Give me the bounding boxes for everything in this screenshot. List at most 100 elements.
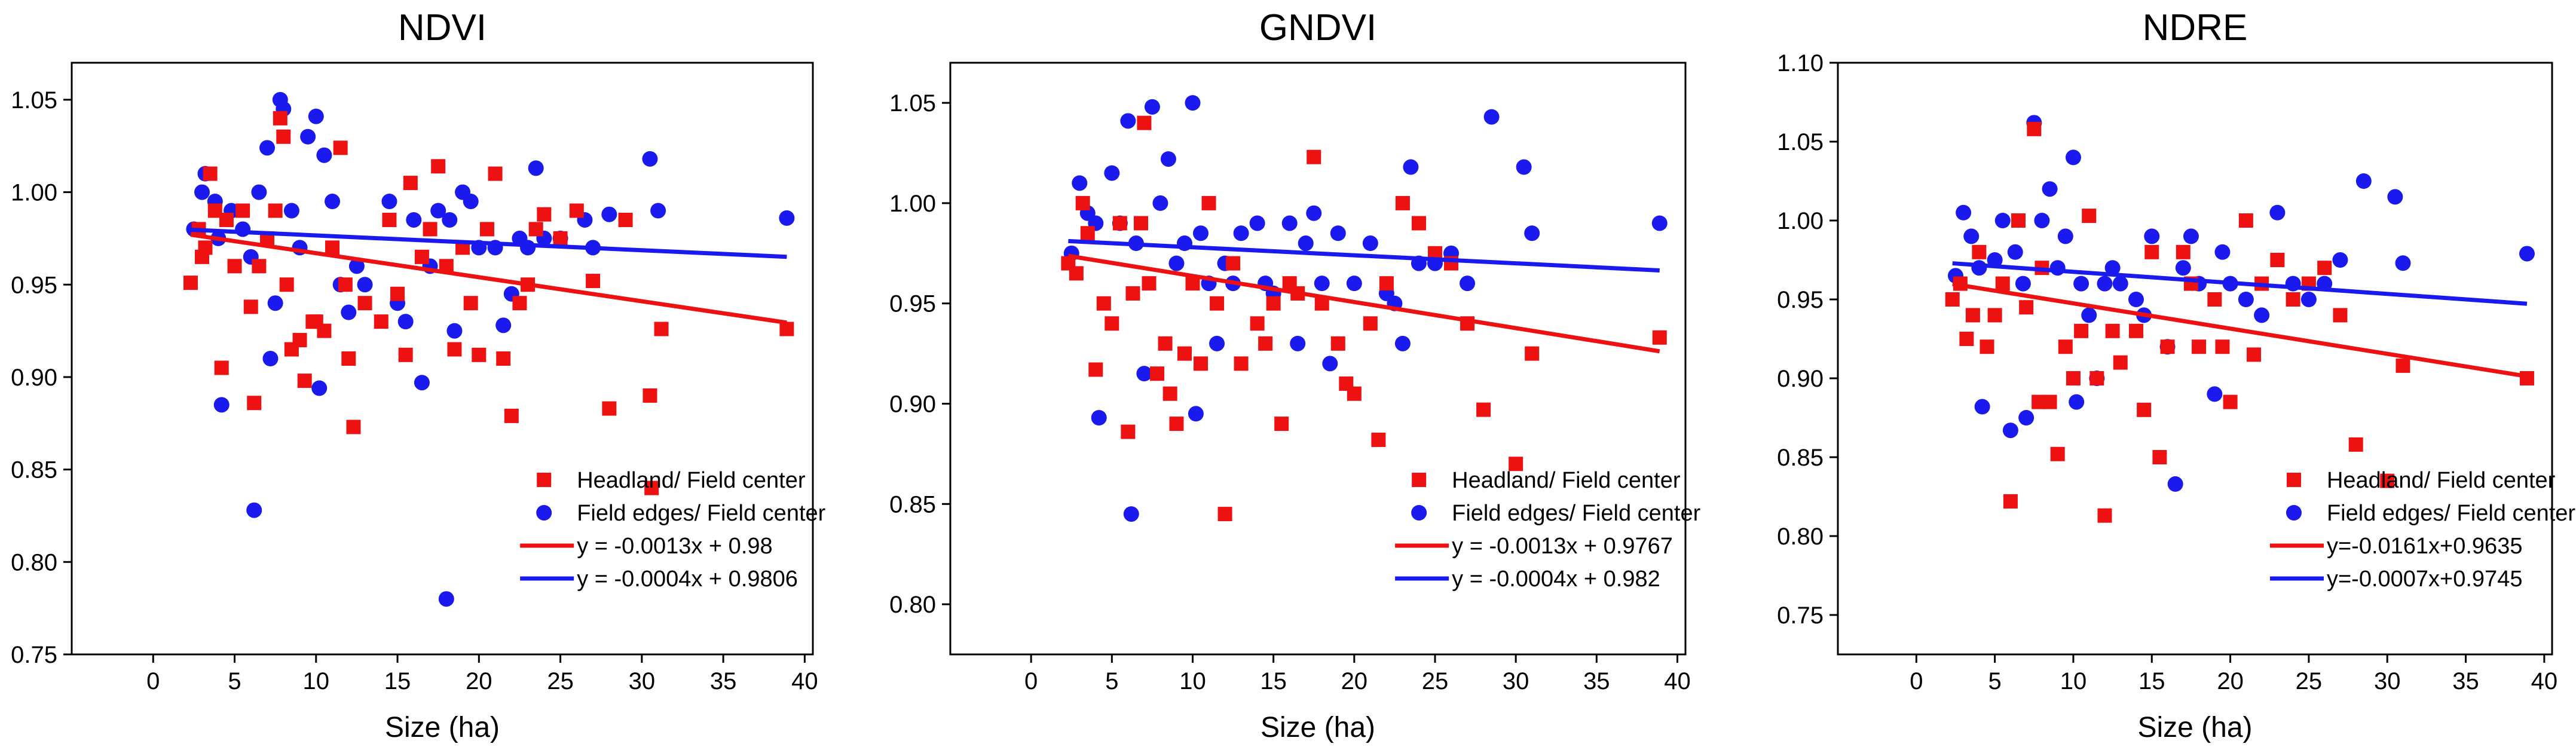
headland-point bbox=[1980, 339, 1994, 354]
x-tick-label: 25 bbox=[2296, 668, 2323, 694]
headland-point bbox=[2097, 508, 2112, 523]
headland-point bbox=[2380, 473, 2395, 488]
edges-point bbox=[2207, 386, 2223, 402]
headland-point bbox=[214, 360, 229, 375]
headland-point bbox=[1142, 276, 1157, 291]
x-tick-label: 5 bbox=[1988, 668, 2002, 694]
edges-point bbox=[381, 194, 397, 210]
headland-point bbox=[414, 249, 429, 264]
headland-point bbox=[1150, 366, 1165, 381]
headland-point bbox=[382, 212, 397, 227]
headland-point bbox=[2003, 494, 2018, 509]
legend-edges-marker bbox=[1411, 504, 1427, 521]
y-tick-label: 1.05 bbox=[889, 90, 936, 117]
edges-point bbox=[1394, 335, 1411, 351]
legend: Headland/ Field center Field edges/ Field… bbox=[520, 468, 826, 592]
edges-point bbox=[1249, 215, 1265, 231]
headland-point bbox=[346, 420, 361, 434]
x-tick-label: 20 bbox=[2217, 668, 2244, 694]
edges-point bbox=[1322, 356, 1338, 372]
edges-point bbox=[601, 206, 617, 222]
edges-point bbox=[520, 240, 536, 256]
x-tick-label: 25 bbox=[1422, 668, 1449, 694]
x-tick-label: 20 bbox=[466, 668, 492, 694]
legend-edges-fit-label: y = -0.0004x + 0.9806 bbox=[577, 567, 798, 592]
edges-point bbox=[2167, 476, 2183, 492]
edges-point bbox=[414, 375, 430, 391]
edges-point bbox=[194, 184, 210, 200]
edges-point bbox=[2269, 204, 2286, 221]
edges-point bbox=[1963, 228, 1980, 244]
headland-point bbox=[1258, 336, 1273, 351]
x-tick-label: 40 bbox=[2531, 668, 2558, 694]
headland-point bbox=[2027, 121, 2042, 136]
edges-point bbox=[2069, 394, 2085, 410]
headland-point bbox=[2074, 323, 2089, 338]
edges-point bbox=[1120, 113, 1136, 129]
edges-point bbox=[442, 212, 458, 228]
edges-point bbox=[1651, 215, 1668, 231]
headland-point bbox=[1965, 308, 1980, 323]
edges-point bbox=[1104, 165, 1120, 181]
chart-title: NDRE bbox=[2143, 7, 2248, 48]
headland-point bbox=[338, 277, 353, 292]
edges-fit-line bbox=[190, 227, 787, 259]
edges-point bbox=[1091, 410, 1107, 426]
edges-point bbox=[213, 397, 230, 413]
headland-point bbox=[333, 140, 348, 155]
edges-point bbox=[2049, 260, 2066, 276]
headland-point bbox=[2105, 323, 2120, 338]
headland-point bbox=[1080, 226, 1095, 241]
edges-point bbox=[1956, 204, 1972, 221]
edges-point bbox=[1306, 205, 1322, 221]
y-tick-label: 1.10 bbox=[1777, 50, 1824, 76]
headland-point bbox=[2066, 371, 2081, 385]
headland-point bbox=[496, 351, 511, 366]
headland-point bbox=[2286, 292, 2300, 307]
x-tick-label: 5 bbox=[1105, 668, 1118, 694]
headland-point bbox=[1210, 296, 1225, 311]
headland-point bbox=[268, 203, 283, 218]
y-tick-label: 0.80 bbox=[889, 592, 936, 618]
y-tick-label: 0.95 bbox=[1777, 287, 1824, 313]
headland-point bbox=[528, 222, 543, 237]
edges-point bbox=[1290, 335, 1306, 351]
y-tick-label: 0.75 bbox=[1777, 602, 1824, 629]
edges-point bbox=[2018, 410, 2035, 426]
edges-point bbox=[1516, 159, 1532, 175]
headland-point bbox=[2317, 261, 2332, 276]
headland-point bbox=[602, 401, 617, 416]
headland-point bbox=[2144, 244, 2159, 259]
legend-edges-fit-label: y = -0.0004x + 0.982 bbox=[1452, 567, 1660, 592]
edges-point bbox=[446, 323, 463, 339]
y-tick-label: 1.00 bbox=[889, 191, 936, 217]
edges-point bbox=[311, 380, 328, 396]
headland-point bbox=[1169, 417, 1184, 431]
headland-point bbox=[2223, 394, 2238, 409]
headland-point bbox=[203, 166, 218, 181]
edges-point bbox=[2081, 307, 2097, 323]
edges-point bbox=[1281, 215, 1298, 231]
headland-point bbox=[1162, 386, 1177, 401]
headland-point bbox=[1137, 115, 1152, 130]
y-tick-label: 0.80 bbox=[1777, 524, 1824, 550]
edges-point bbox=[1185, 95, 1201, 111]
headland-point bbox=[1177, 346, 1192, 361]
edges-point bbox=[2238, 292, 2254, 307]
headland-point bbox=[1105, 316, 1119, 331]
legend-headland-fit-label: y = -0.0013x + 0.98 bbox=[577, 534, 772, 559]
headland-point bbox=[276, 129, 291, 144]
headland-point bbox=[1395, 195, 1410, 210]
headland-point bbox=[779, 322, 794, 336]
edges-point bbox=[357, 277, 373, 293]
headland-point bbox=[1112, 216, 1127, 231]
edges-point bbox=[2395, 255, 2411, 271]
plot-frame bbox=[71, 62, 814, 656]
edges-point bbox=[1188, 406, 1204, 422]
headland-point bbox=[1226, 256, 1241, 271]
headland-point bbox=[447, 342, 462, 357]
edges-point bbox=[300, 128, 316, 145]
x-axis-label: Size (ha) bbox=[2137, 712, 2252, 743]
plot-area bbox=[183, 91, 795, 607]
edges-point bbox=[1233, 225, 1249, 241]
